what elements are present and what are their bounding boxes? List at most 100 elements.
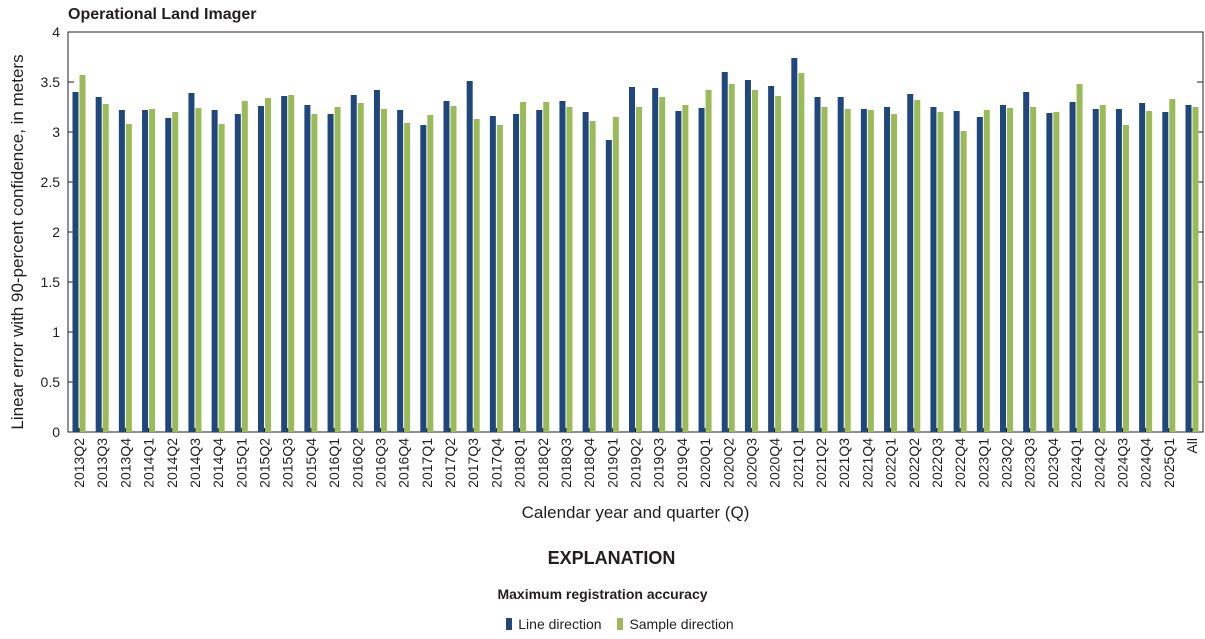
bar-sample-2019Q1 xyxy=(612,117,619,432)
bar-sample-2014Q4 xyxy=(218,124,225,432)
bar-line-2022Q3 xyxy=(930,107,937,432)
x-tick-label: 2017Q3 xyxy=(465,438,481,488)
y-tick-label: 1 xyxy=(52,324,60,340)
bar-line-2023Q4 xyxy=(1046,113,1053,432)
legend-label-line: Line direction xyxy=(518,616,602,632)
bar-line-2017Q4 xyxy=(489,116,496,432)
bar-line-2024Q1 xyxy=(1069,102,1076,432)
bar-line-2013Q2 xyxy=(72,92,79,432)
bar-sample-2013Q3 xyxy=(102,104,109,432)
x-tick-label: 2014Q1 xyxy=(141,438,157,488)
bar-sample-2023Q3 xyxy=(1030,107,1037,432)
x-tick-label: 2024Q3 xyxy=(1114,438,1130,488)
bar-line-2016Q3 xyxy=(373,90,380,432)
bar-sample-2024Q3 xyxy=(1122,125,1129,432)
bar-line-All xyxy=(1185,105,1192,432)
bar-sample-2016Q2 xyxy=(357,103,364,432)
x-tick-label: 2019Q1 xyxy=(604,438,620,488)
bar-line-2018Q1 xyxy=(513,114,520,432)
bar-line-2021Q2 xyxy=(814,97,821,432)
bar-sample-2023Q1 xyxy=(983,110,990,432)
y-tick-label: 0.5 xyxy=(41,374,61,390)
bar-line-2015Q1 xyxy=(234,114,241,432)
bar-sample-2017Q1 xyxy=(427,115,434,432)
bar-line-2017Q2 xyxy=(443,101,450,432)
bar-sample-2023Q4 xyxy=(1053,112,1060,432)
bar-line-2014Q2 xyxy=(165,118,172,432)
x-tick-label: 2020Q2 xyxy=(720,438,736,488)
x-tick-label: 2017Q4 xyxy=(488,438,504,488)
bar-sample-2018Q4 xyxy=(589,121,596,432)
x-tick-label: 2019Q3 xyxy=(651,438,667,488)
bar-sample-2017Q3 xyxy=(473,119,480,432)
bar-sample-2020Q1 xyxy=(705,90,712,432)
bar-line-2016Q2 xyxy=(350,95,357,432)
bar-sample-2013Q2 xyxy=(79,75,86,432)
bar-sample-2019Q2 xyxy=(636,107,642,432)
bar-sample-2018Q1 xyxy=(520,102,527,432)
bar-line-2014Q4 xyxy=(211,110,218,432)
x-tick-label: 2018Q1 xyxy=(512,438,528,488)
x-tick-label: 2016Q3 xyxy=(372,438,388,488)
y-tick-label: 2.5 xyxy=(41,174,61,190)
bar-sample-2013Q4 xyxy=(125,124,132,432)
x-tick-label: 2022Q2 xyxy=(906,438,922,488)
x-tick-label: 2022Q1 xyxy=(883,438,899,488)
bar-line-2022Q2 xyxy=(907,94,914,432)
bar-line-2024Q2 xyxy=(1092,109,1099,432)
bar-sample-2014Q2 xyxy=(172,112,179,432)
legend-item-line: Line direction xyxy=(506,616,602,632)
bar-sample-2014Q3 xyxy=(195,108,202,432)
bar-line-2020Q2 xyxy=(721,72,728,432)
y-tick-label: 3.5 xyxy=(41,74,61,90)
bar-sample-2016Q4 xyxy=(404,123,411,432)
x-tick-label: 2021Q4 xyxy=(859,438,875,488)
x-tick-label: 2016Q4 xyxy=(396,438,412,488)
bar-line-2013Q3 xyxy=(95,97,102,432)
legend-item-sample: Sample direction xyxy=(617,616,734,632)
bar-line-2021Q1 xyxy=(791,58,798,432)
bar-line-2020Q4 xyxy=(768,86,775,432)
bar-sample-2019Q3 xyxy=(659,97,666,432)
bar-sample-2021Q4 xyxy=(867,110,874,432)
x-tick-label: 2024Q4 xyxy=(1138,438,1154,488)
x-tick-label: 2022Q3 xyxy=(929,438,945,488)
bar-sample-2022Q2 xyxy=(914,100,921,432)
x-tick-label: 2013Q2 xyxy=(71,438,87,488)
bar-line-2022Q4 xyxy=(953,111,960,432)
bar-sample-2016Q1 xyxy=(334,107,341,432)
bar-line-2015Q2 xyxy=(258,106,264,432)
x-tick-label: 2023Q3 xyxy=(1022,438,1038,488)
bar-sample-2022Q4 xyxy=(960,131,967,432)
bar-line-2018Q2 xyxy=(536,110,543,432)
x-tick-label: 2014Q2 xyxy=(164,438,180,488)
bar-line-2014Q3 xyxy=(188,93,195,432)
bar-line-2017Q1 xyxy=(420,125,427,432)
bar-sample-2020Q2 xyxy=(728,84,735,432)
x-tick-label: All xyxy=(1184,438,1200,454)
bar-line-2016Q4 xyxy=(397,110,404,432)
y-tick-label: 1.5 xyxy=(41,274,61,290)
bar-sample-2017Q4 xyxy=(496,125,503,432)
y-tick-label: 0 xyxy=(52,424,60,440)
bar-sample-2019Q4 xyxy=(682,105,689,432)
legend-label-sample: Sample direction xyxy=(629,616,734,632)
x-tick-label: 2013Q3 xyxy=(94,438,110,488)
x-tick-label: 2024Q1 xyxy=(1068,438,1084,488)
bar-line-2021Q3 xyxy=(837,97,844,432)
x-tick-label: 2020Q4 xyxy=(767,438,783,488)
bar-sample-2024Q2 xyxy=(1099,105,1106,432)
bar-sample-2015Q1 xyxy=(241,101,248,432)
bar-sample-2018Q3 xyxy=(566,107,573,432)
bar-sample-2021Q1 xyxy=(798,73,805,432)
bar-sample-2024Q1 xyxy=(1076,84,1083,432)
bar-line-2017Q3 xyxy=(466,81,473,432)
bar-sample-2017Q2 xyxy=(450,106,457,432)
bar-line-2019Q1 xyxy=(605,140,612,432)
x-tick-label: 2014Q3 xyxy=(187,438,203,488)
legend-heading: EXPLANATION xyxy=(547,548,676,568)
x-tick-label: 2017Q1 xyxy=(419,438,435,488)
bar-line-2019Q2 xyxy=(629,87,635,432)
x-tick-label: 2024Q2 xyxy=(1091,438,1107,488)
